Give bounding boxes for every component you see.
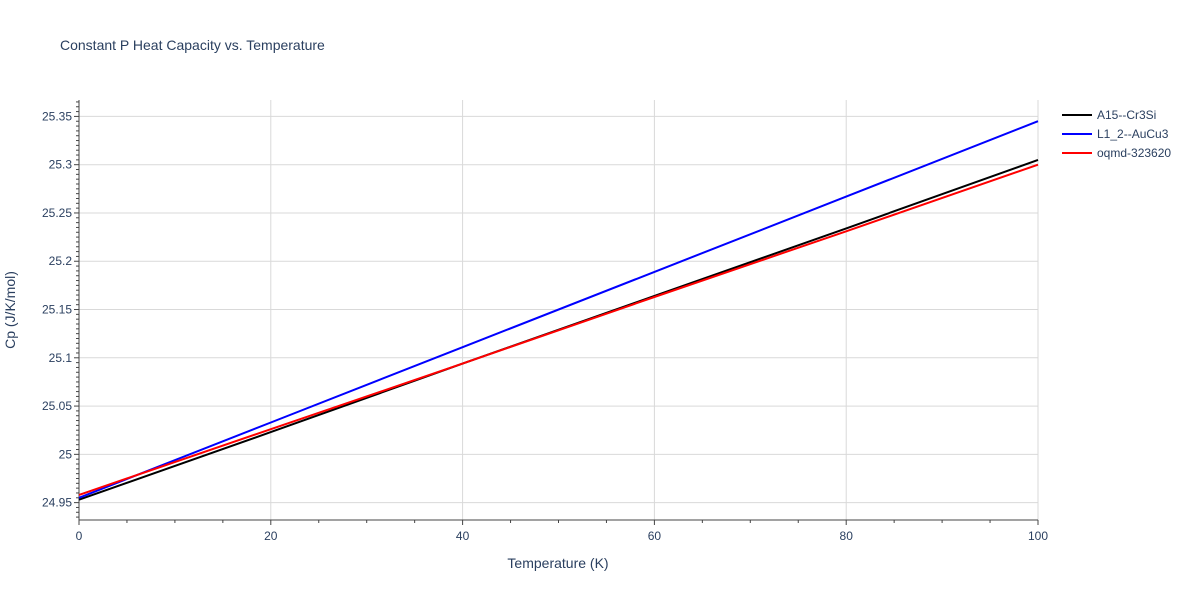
legend[interactable]: A15--Cr3Si L1_2--AuCu3 oqmd-323620 [1062, 108, 1171, 160]
x-tick-label: 20 [264, 529, 278, 543]
x-axis-title: Temperature (K) [507, 555, 608, 571]
x-tick-label: 40 [456, 529, 470, 543]
legend-item[interactable]: L1_2--AuCu3 [1062, 127, 1169, 141]
legend-item[interactable]: oqmd-323620 [1062, 146, 1171, 160]
series-line-oqmd-323620 [78, 163, 1039, 496]
legend-label: A15--Cr3Si [1097, 108, 1156, 122]
y-tick-label: 25.2 [49, 254, 73, 268]
y-axis-title: Cp (J/K/mol) [2, 271, 18, 349]
y-tick-label: 25.35 [42, 109, 72, 123]
minor-ticks [74, 101, 1039, 525]
x-tick-label: 60 [648, 529, 662, 543]
series-line-l1-2-aucu3 [78, 120, 1039, 499]
y-tick-label: 24.95 [42, 496, 72, 510]
y-tick-label: 25 [59, 447, 73, 461]
y-tick-label: 25.05 [42, 399, 72, 413]
x-tick-label: 100 [1028, 529, 1048, 543]
chart-title: Constant P Heat Capacity vs. Temperature [60, 37, 325, 53]
y-tick-label: 25.1 [49, 351, 73, 365]
legend-label: oqmd-323620 [1097, 146, 1171, 160]
series-lines [78, 120, 1039, 501]
x-tick-label: 0 [76, 529, 83, 543]
x-tick-label: 80 [840, 529, 854, 543]
grid [79, 100, 1039, 520]
y-tick-labels: 24.95 25 25.05 25.1 25.15 25.2 25.25 25.3 25.35 [42, 109, 72, 509]
y-tick-label: 25.3 [49, 158, 73, 172]
y-tick-label: 25.15 [42, 303, 72, 317]
y-tick-label: 25.25 [42, 206, 72, 220]
legend-label: L1_2--AuCu3 [1097, 127, 1169, 141]
x-tick-labels: 0 20 40 60 80 100 [76, 529, 1049, 543]
legend-item[interactable]: A15--Cr3Si [1062, 108, 1156, 122]
